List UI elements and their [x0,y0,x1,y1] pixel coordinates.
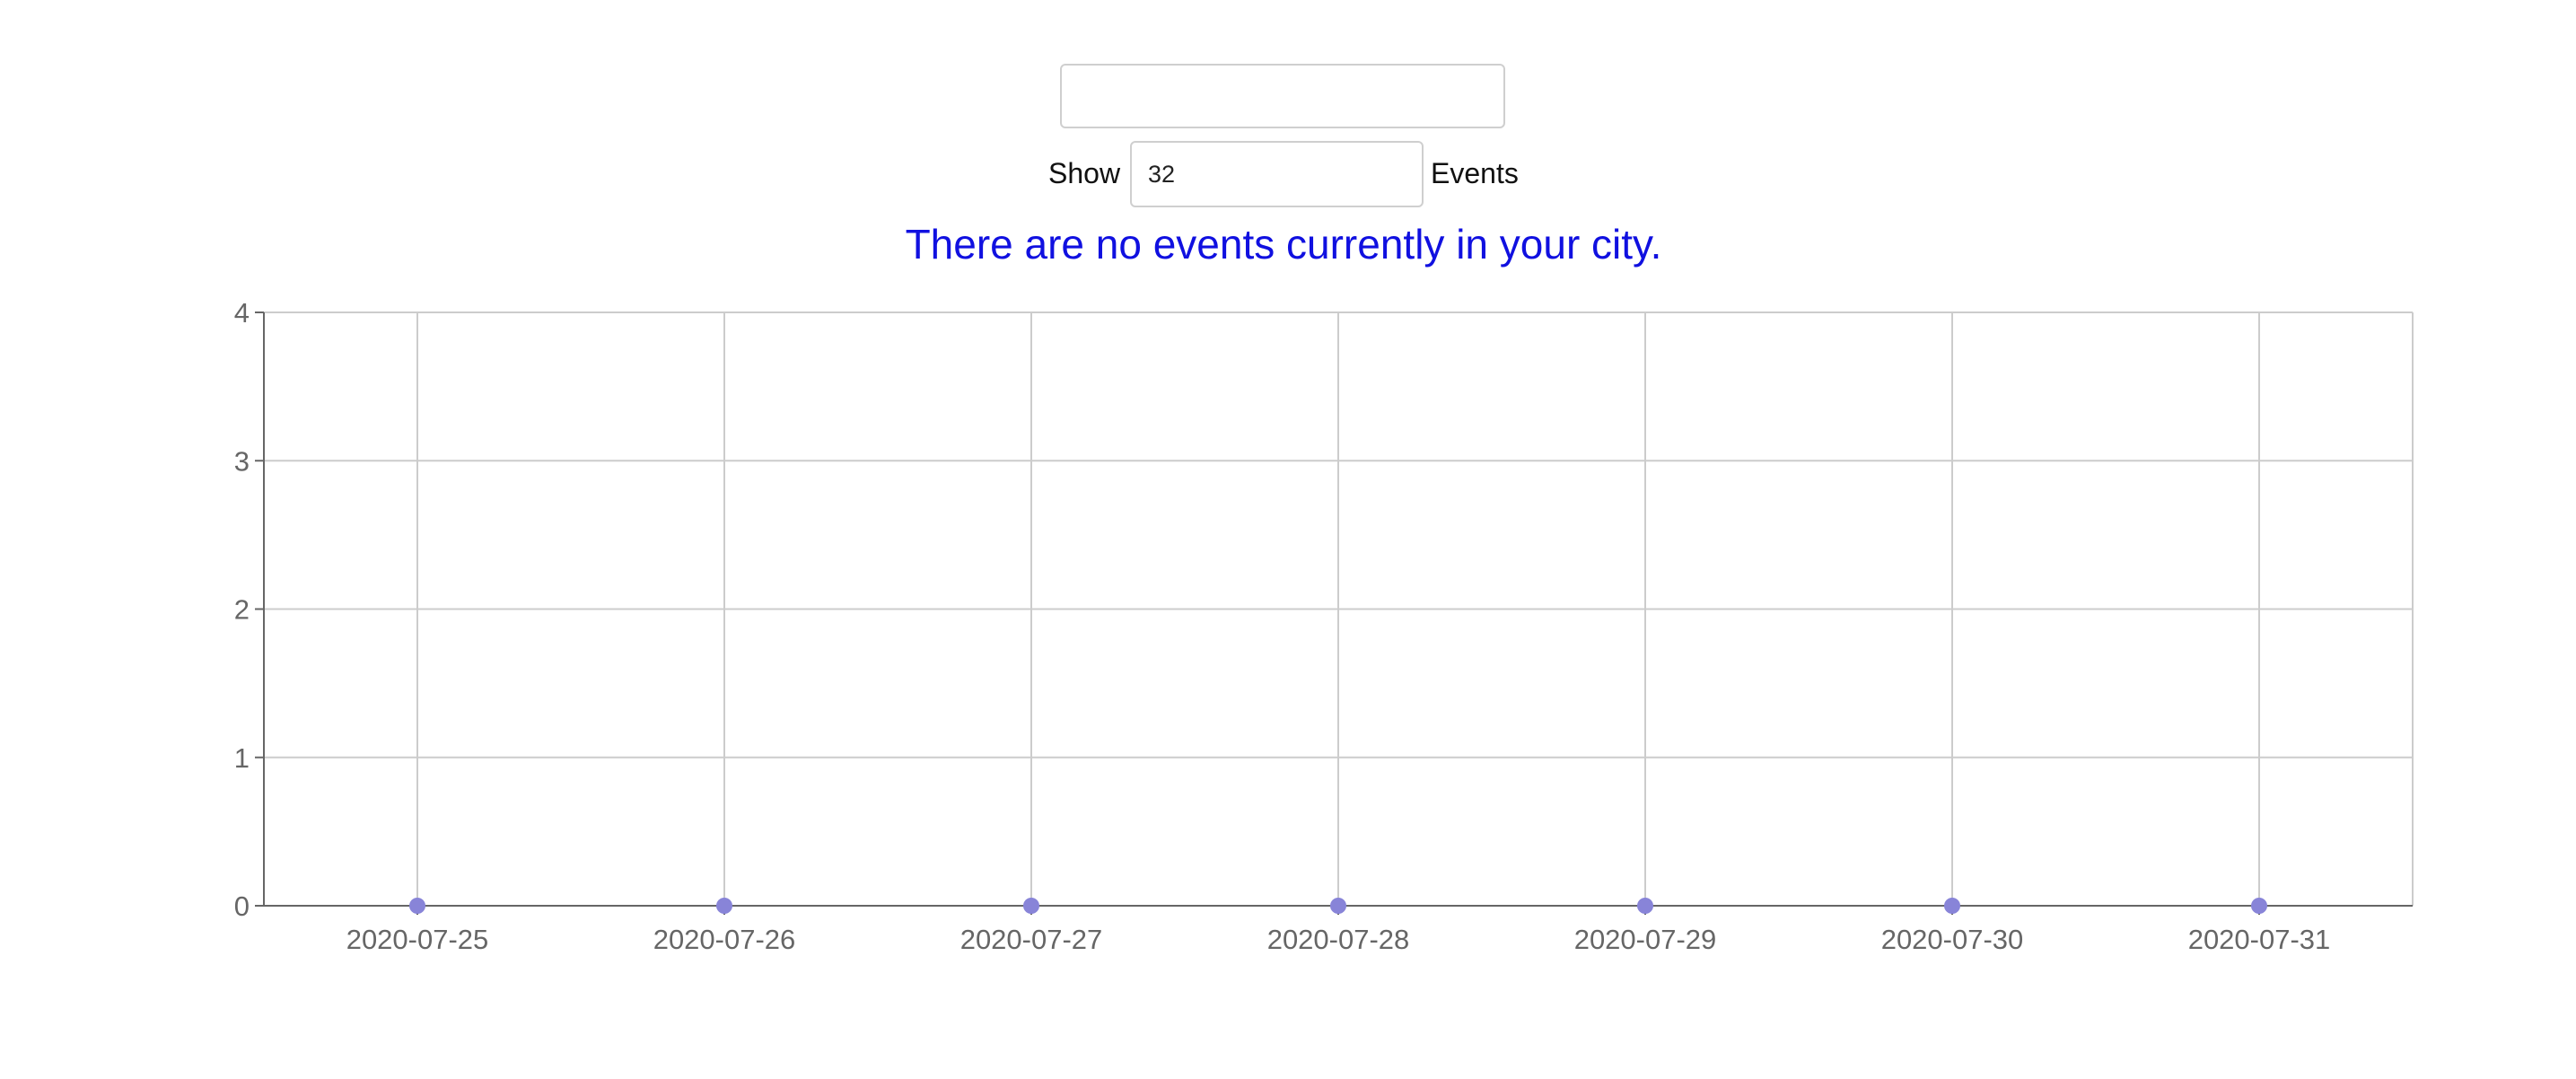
y-tick-label: 4 [234,297,250,329]
data-point [409,898,425,914]
x-tick-label: 2020-07-27 [960,924,1103,955]
data-point [1330,898,1346,914]
x-tick-label: 2020-07-26 [653,924,796,955]
x-tick-label: 2020-07-31 [2188,924,2331,955]
x-tick-label: 2020-07-25 [346,924,489,955]
y-tick-label: 3 [234,445,250,477]
x-tick-label: 2020-07-29 [1574,924,1717,955]
city-search-input[interactable] [1060,64,1505,128]
data-point [1637,898,1653,914]
event-count-input[interactable] [1130,141,1424,207]
data-point [2251,898,2267,914]
data-point [716,898,732,914]
y-tick-label: 1 [234,742,250,774]
show-label: Show [1048,157,1121,189]
x-tick-label: 2020-07-28 [1267,924,1410,955]
data-point [1023,898,1039,914]
no-events-message: There are no events currently in your ci… [905,221,1662,268]
x-tick-label: 2020-07-30 [1881,924,2024,955]
data-point [1944,898,1960,914]
y-tick-label: 0 [234,890,250,922]
events-label: Events [1431,157,1519,189]
y-tick-label: 2 [234,594,250,626]
